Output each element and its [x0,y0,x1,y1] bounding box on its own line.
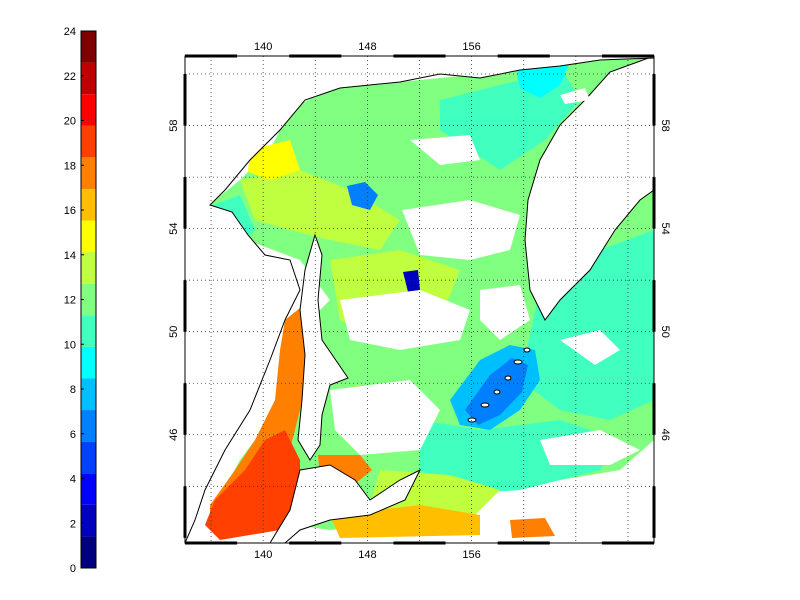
land-kamchatka [524,56,654,321]
lon-tick-label-bottom: 148 [358,549,376,561]
colorbar-swatch [81,220,96,253]
lat-tick-label-right: 58 [659,119,671,131]
land-asia [185,56,654,543]
colorbar-swatch [81,252,96,284]
lon-tick-labels-bottom: 140 148 156 [254,549,481,561]
lat-tick-label-right: 46 [659,429,671,441]
map-frame-ticks [183,54,656,545]
land-sakhalin [297,233,349,461]
sst-field [185,56,654,543]
field-cold-center-spot [403,270,420,292]
field-cold-north-spot [347,182,378,210]
lat-tick-label-right: 50 [659,326,671,338]
field-yellow-mid [248,140,300,180]
lat-tick-labels-left: 46 50 54 58 [168,119,180,440]
colorbar-swatch [81,536,96,568]
colorbar-tick-label: 14 [64,250,76,262]
lat-tick-label-left: 46 [168,429,180,441]
land-hokkaido [269,464,422,543]
colorbar-swatch [81,62,96,95]
colorbar-swatch [81,188,96,221]
colorbar-swatch [81,125,96,158]
field-red-west [205,430,300,540]
colorbar-tick-label: 6 [70,429,76,441]
lon-tick-label-top: 148 [358,41,376,53]
colorbar-swatch [81,94,96,126]
colorbar-swatch [81,441,96,474]
no-data-gaps [330,88,640,465]
lat-tick-label-left: 58 [168,119,180,131]
lat-tick-label-left: 50 [168,326,180,338]
field-orange-south-small [510,518,555,538]
lon-tick-labels-top: 140 148 156 [254,41,481,53]
field-orange-west [210,300,312,530]
colorbar-swatches [81,31,96,568]
colorbar-tick-label: 4 [70,474,76,486]
lat-tick-label-right: 54 [659,223,671,235]
colorbar-tick-label: 16 [64,205,76,217]
colorbar-swatch [81,410,96,442]
lon-tick-label-bottom: 156 [462,549,480,561]
field-teal-east [520,230,654,420]
colorbar-tick-label: 22 [64,71,76,83]
colorbar-swatch [81,315,96,347]
colorbar-tick-label: 24 [64,26,76,38]
kuril-islands [467,347,531,423]
field-cyan-northeast [515,62,570,98]
colorbar-swatch [81,31,96,63]
map-panel: 140 148 156 140 148 156 46 50 54 58 46 50 54 58 [168,41,671,561]
colorbar-swatch [81,378,96,411]
colorbar-tick-label: 2 [70,518,76,530]
colorbar-swatch [81,504,96,537]
lon-tick-label-top: 140 [254,41,272,53]
colorbar-tick-label: 12 [64,295,76,307]
colorbar-swatch [81,473,96,505]
colorbar-tick-label: 20 [64,116,76,128]
colorbar-tick-label: 10 [64,339,76,351]
colorbar-tick-label: 8 [70,384,76,396]
colorbar-tick-label: 0 [70,563,76,575]
field-yellowgreen-north [240,170,400,250]
colorbar-swatch [81,283,96,316]
colorbar-swatch [81,346,96,379]
colorbar-swatch [81,157,96,189]
lat-tick-labels-right: 46 50 54 58 [659,119,671,440]
lon-tick-label-bottom: 140 [254,549,272,561]
lat-tick-label-left: 54 [168,223,180,235]
colorbar-tick-label: 18 [64,160,76,172]
lon-tick-label-top: 156 [462,41,480,53]
